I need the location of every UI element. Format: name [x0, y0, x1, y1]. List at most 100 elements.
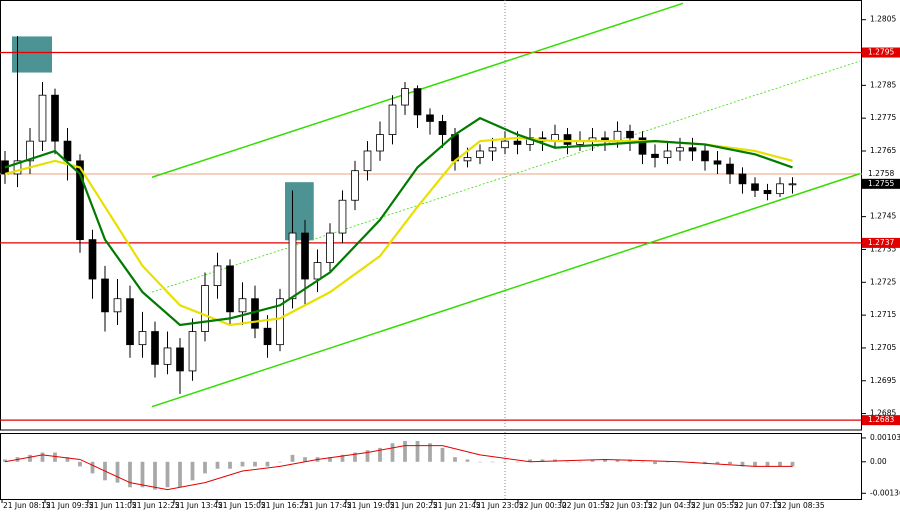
candle-body — [651, 153, 659, 158]
candle-body — [163, 347, 172, 365]
candle-body — [151, 331, 159, 365]
y-tick-label: 1.2715 — [870, 310, 896, 319]
macd-bar — [153, 461, 157, 490]
last-label: 1.2755 — [868, 179, 894, 188]
macd-bar — [215, 461, 220, 469]
x-tick-label: 21 Jun 20:25 — [390, 501, 438, 510]
macd-bar — [228, 461, 232, 469]
macd-bar — [40, 452, 45, 462]
macd-bar — [265, 461, 270, 467]
macd-bar — [503, 461, 507, 463]
y-tick-label: 1.2725 — [870, 277, 896, 286]
candle-body — [313, 262, 322, 280]
macd-bar — [303, 457, 307, 462]
macd-bar — [528, 459, 532, 462]
macd-bar — [403, 440, 407, 462]
macd-bar — [453, 457, 457, 462]
macd-bar — [603, 459, 607, 462]
level-label-bg — [862, 237, 900, 248]
macd-bar — [78, 461, 82, 467]
macd-bar — [253, 461, 257, 467]
candle-body — [501, 140, 509, 149]
candle-body — [401, 88, 409, 106]
x-tick-label: 21 Jun 11:05 — [89, 501, 137, 510]
candle-body — [88, 239, 97, 280]
candle-body — [738, 173, 747, 185]
x-tick-label: 21 Jun 13:45 — [175, 501, 223, 510]
macd-bar — [240, 461, 245, 467]
x-tick-label: 21 Jun 09:35 — [46, 501, 94, 510]
x-tick-label: 21 Jun 12:25 — [132, 501, 180, 510]
x-tick-label: 22 Jun 01:55 — [562, 501, 610, 510]
y-tick-label: 1.2765 — [870, 146, 896, 155]
macd-bar — [690, 461, 695, 463]
macd-bar — [740, 461, 745, 467]
candle-body — [463, 157, 472, 162]
macd-bar — [165, 461, 170, 488]
candle-body — [226, 265, 234, 313]
candle-body — [176, 347, 184, 372]
candle-body — [38, 94, 47, 142]
x-tick-label: 22 Jun 03:15 — [605, 501, 653, 510]
candle-body — [326, 232, 334, 263]
x-tick-label: 22 Jun 07:15 — [734, 501, 782, 510]
candle-body — [276, 298, 284, 346]
y-tick-label: 1.2685 — [870, 409, 896, 418]
candle-body — [476, 150, 484, 158]
candle-body — [763, 189, 772, 195]
moving-average — [4, 116, 793, 327]
candle-body — [213, 265, 222, 286]
candle-body — [376, 134, 384, 152]
macd-bar — [565, 461, 570, 463]
macd-bar — [278, 461, 282, 463]
candle-body — [726, 163, 734, 175]
y-tick-label: 1.2805 — [870, 15, 896, 24]
macd-bar — [203, 461, 207, 474]
macd-bar — [478, 461, 482, 463]
candle-body — [63, 140, 72, 162]
macd-tick-label: -0.00136 — [870, 488, 900, 497]
candle-body — [688, 147, 697, 152]
candle-body — [351, 170, 359, 201]
candle-body — [188, 331, 197, 372]
level-label: 1.2795 — [868, 48, 894, 57]
macd-bar — [640, 461, 645, 463]
x-tick-label: 21 Jun 15:05 — [218, 501, 266, 510]
macd-bar — [728, 461, 732, 465]
macd-bar — [790, 461, 795, 467]
level-label-bg — [862, 415, 900, 426]
candle-body — [288, 232, 297, 300]
candle-body — [113, 298, 122, 313]
macd-bar — [765, 461, 770, 467]
candle-body — [438, 121, 447, 135]
trendline — [151, 60, 861, 293]
macd-bar — [28, 454, 32, 462]
candle-body — [13, 160, 22, 175]
macd-bar — [128, 461, 132, 488]
macd-bar — [353, 452, 357, 462]
bid-label-bg — [862, 168, 900, 179]
x-tick-label: 22 Jun 00:30 — [519, 501, 567, 510]
y-tick-label: 1.2735 — [870, 244, 896, 253]
macd-bar — [653, 461, 657, 465]
candle-body — [263, 327, 272, 346]
candle-body — [101, 278, 109, 313]
candle-body — [513, 140, 522, 145]
macd-bar — [390, 443, 395, 462]
candle-body — [76, 160, 84, 241]
macd-bar — [490, 461, 495, 463]
candle-body — [488, 147, 497, 152]
candle-body — [26, 140, 34, 162]
candle-body — [713, 160, 722, 165]
macd-bar — [90, 461, 95, 474]
last-label-bg — [862, 178, 900, 189]
signal-zone — [12, 36, 52, 73]
trendline — [151, 172, 861, 408]
candle-body — [451, 134, 459, 162]
macd-bar — [515, 461, 520, 463]
macd-bar — [753, 461, 757, 467]
macd-bar — [615, 459, 620, 462]
macd-tick-label: 0.00 — [870, 457, 887, 466]
candle-body — [701, 150, 709, 162]
